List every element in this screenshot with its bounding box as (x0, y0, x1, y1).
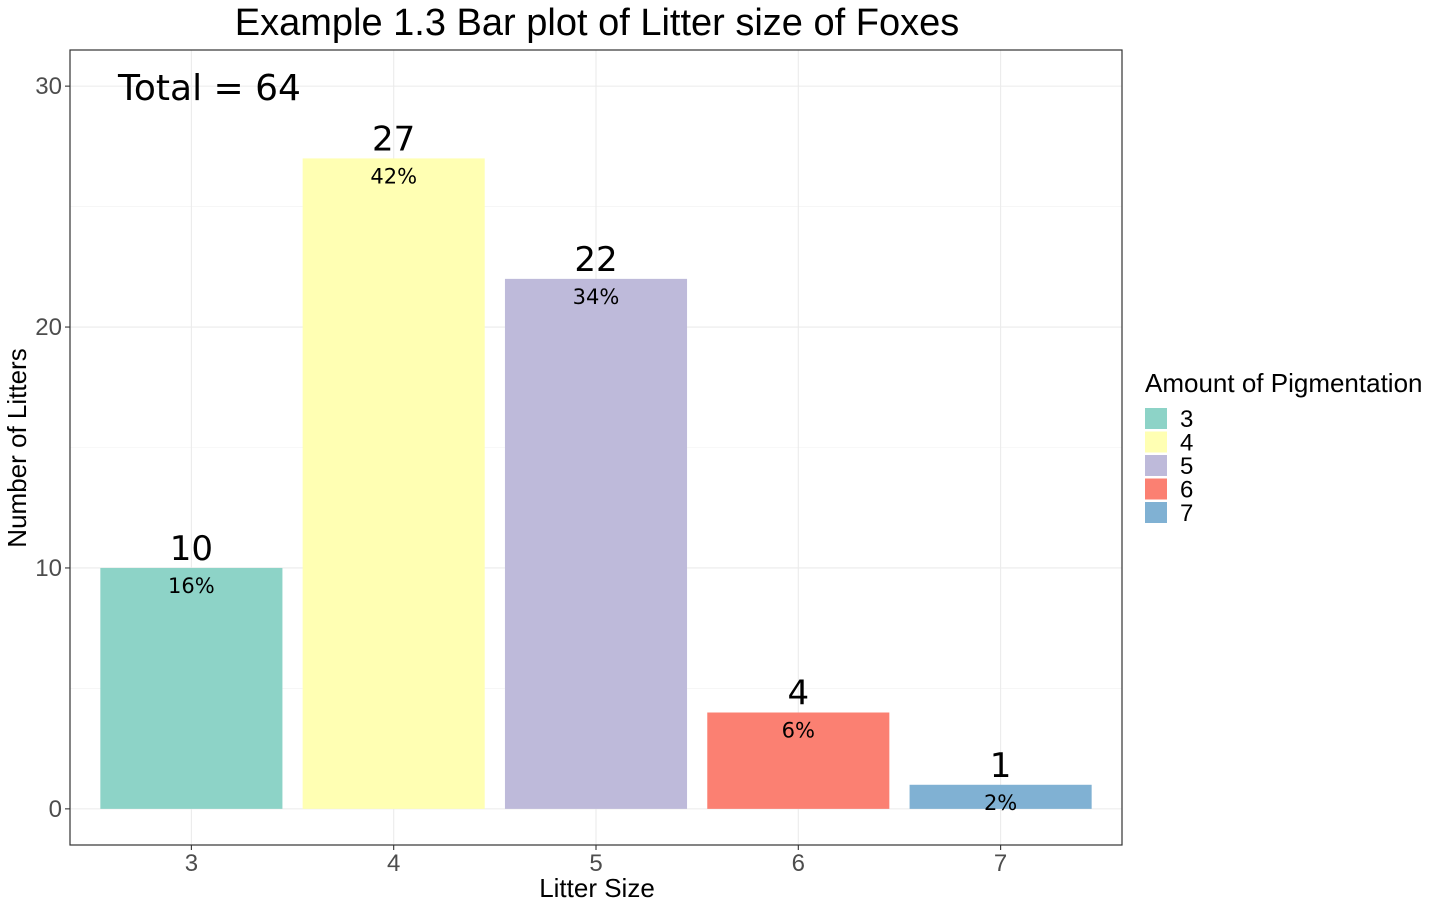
percent-label-4: 42% (370, 164, 417, 188)
bar-7 (909, 784, 1092, 809)
x-tick-label: 3 (185, 850, 198, 877)
y-axis: 0 10 20 30 (35, 73, 70, 823)
y-tick-label: 20 (35, 314, 62, 341)
x-tick-label: 4 (387, 850, 400, 877)
y-tick-label: 10 (35, 555, 62, 582)
x-tick-label: 5 (589, 850, 602, 877)
legend-title: Amount of Pigmentation (1145, 368, 1423, 398)
x-axis: 3 4 5 6 7 (185, 845, 1007, 877)
legend-label-3: 3 (1180, 406, 1193, 433)
bar-5 (504, 278, 688, 809)
x-axis-title: Litter Size (539, 873, 655, 903)
legend-key-7 (1145, 502, 1167, 523)
legend-label-7: 7 (1180, 500, 1193, 527)
y-tick-label: 0 (49, 796, 62, 823)
legend-key-5 (1145, 455, 1167, 476)
legend-label-4: 4 (1180, 430, 1193, 457)
chart-title: Example 1.3 Bar plot of Litter size of F… (235, 2, 959, 44)
percent-label-5: 34% (573, 285, 620, 309)
bar-3 (100, 567, 283, 809)
bars (100, 158, 1092, 809)
x-tick-label: 6 (792, 850, 805, 877)
legend-key-3 (1145, 408, 1167, 429)
bar-labels: 10 16% 27 42% 22 34% 4 6% 1 2% (168, 119, 1017, 814)
count-label-4: 27 (372, 119, 415, 159)
legend-key-6 (1145, 478, 1167, 500)
count-label-3: 10 (170, 529, 213, 569)
x-tick-label: 7 (994, 850, 1007, 877)
percent-label-3: 16% (168, 574, 215, 598)
legend-label-6: 6 (1180, 477, 1193, 504)
count-label-5: 22 (574, 240, 617, 280)
bar-4 (302, 158, 485, 809)
percent-label-7: 2% (984, 791, 1017, 815)
count-label-7: 1 (990, 746, 1012, 786)
y-axis-title: Number of Litters (2, 348, 32, 547)
percent-label-6: 6% (782, 719, 815, 743)
total-annotation: Total = 64 (117, 68, 301, 109)
bar-6 (707, 712, 890, 809)
count-label-6: 4 (787, 674, 809, 714)
legend-label-5: 5 (1180, 453, 1193, 480)
y-tick-label: 30 (35, 73, 62, 100)
legend-key-4 (1145, 431, 1167, 453)
